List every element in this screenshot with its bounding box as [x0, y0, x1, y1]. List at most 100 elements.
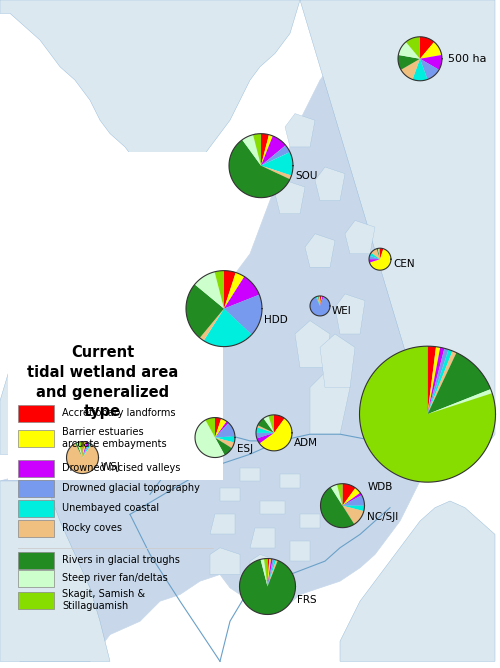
Polygon shape	[82, 443, 90, 458]
Polygon shape	[260, 558, 268, 587]
Polygon shape	[280, 474, 300, 488]
Polygon shape	[210, 514, 235, 534]
Polygon shape	[310, 297, 330, 316]
Text: Rivers in glacial troughs: Rivers in glacial troughs	[62, 555, 180, 565]
Polygon shape	[428, 349, 452, 414]
Polygon shape	[412, 59, 428, 81]
Polygon shape	[82, 442, 84, 458]
Polygon shape	[261, 152, 293, 176]
Polygon shape	[320, 296, 322, 306]
Polygon shape	[342, 495, 364, 506]
Polygon shape	[260, 501, 285, 514]
Polygon shape	[258, 418, 274, 433]
Polygon shape	[250, 528, 275, 548]
Polygon shape	[0, 481, 110, 661]
Polygon shape	[370, 253, 380, 259]
Polygon shape	[215, 423, 235, 438]
Polygon shape	[342, 484, 355, 506]
FancyBboxPatch shape	[18, 460, 54, 476]
Polygon shape	[215, 418, 221, 438]
Polygon shape	[240, 559, 296, 615]
Polygon shape	[406, 37, 420, 59]
Polygon shape	[369, 256, 380, 259]
Polygon shape	[295, 321, 330, 367]
Polygon shape	[342, 493, 362, 506]
Polygon shape	[342, 488, 360, 506]
Polygon shape	[376, 248, 380, 259]
Polygon shape	[82, 442, 86, 458]
Polygon shape	[215, 436, 235, 442]
Polygon shape	[78, 442, 82, 458]
Polygon shape	[224, 271, 235, 309]
Polygon shape	[268, 558, 272, 587]
Polygon shape	[261, 134, 269, 166]
Polygon shape	[378, 248, 380, 259]
Text: Current
tidal wetland area
and generalized
type: Current tidal wetland area and generaliz…	[27, 345, 178, 420]
FancyBboxPatch shape	[18, 552, 54, 568]
Polygon shape	[290, 541, 310, 561]
Polygon shape	[194, 272, 224, 309]
FancyBboxPatch shape	[18, 405, 54, 422]
Polygon shape	[268, 558, 271, 587]
Polygon shape	[250, 554, 280, 581]
FancyBboxPatch shape	[18, 591, 54, 609]
Polygon shape	[260, 418, 292, 451]
Polygon shape	[240, 468, 260, 481]
Text: 500 ha: 500 ha	[448, 54, 486, 63]
Polygon shape	[285, 114, 315, 147]
Text: Steep river fan/deltas: Steep river fan/deltas	[62, 573, 168, 583]
Polygon shape	[66, 444, 98, 474]
Polygon shape	[316, 297, 320, 306]
Polygon shape	[420, 55, 442, 69]
Polygon shape	[315, 167, 345, 200]
Polygon shape	[319, 296, 320, 306]
Text: FRS: FRS	[298, 595, 317, 605]
Polygon shape	[340, 501, 495, 661]
Polygon shape	[82, 444, 92, 458]
Polygon shape	[401, 59, 420, 79]
Polygon shape	[220, 488, 240, 501]
Text: WDB: WDB	[368, 482, 393, 492]
Polygon shape	[195, 420, 224, 458]
Polygon shape	[337, 484, 342, 506]
Polygon shape	[242, 135, 261, 166]
Polygon shape	[261, 145, 290, 166]
Polygon shape	[210, 548, 240, 574]
FancyBboxPatch shape	[18, 520, 54, 536]
Polygon shape	[310, 367, 350, 434]
Polygon shape	[330, 484, 342, 506]
Polygon shape	[264, 558, 268, 587]
FancyBboxPatch shape	[18, 500, 54, 516]
Text: WSJ: WSJ	[100, 462, 120, 472]
Polygon shape	[398, 42, 420, 59]
Polygon shape	[0, 0, 300, 200]
Polygon shape	[77, 442, 82, 458]
Polygon shape	[75, 443, 82, 458]
Polygon shape	[268, 560, 278, 587]
Polygon shape	[428, 389, 492, 414]
Polygon shape	[380, 248, 384, 259]
FancyBboxPatch shape	[18, 570, 54, 587]
Text: Skagit, Samish &
Stillaguamish: Skagit, Samish & Stillaguamish	[62, 589, 145, 611]
Polygon shape	[261, 166, 292, 179]
Polygon shape	[320, 487, 354, 528]
Polygon shape	[257, 433, 274, 444]
Polygon shape	[300, 0, 495, 481]
Polygon shape	[420, 37, 434, 59]
Polygon shape	[345, 220, 375, 254]
Polygon shape	[204, 309, 252, 347]
Polygon shape	[371, 248, 380, 259]
Text: Drowned incised valleys: Drowned incised valleys	[62, 463, 180, 473]
Polygon shape	[261, 135, 273, 166]
Text: CEN: CEN	[393, 259, 414, 269]
Polygon shape	[275, 180, 305, 214]
Text: Unembayed coastal: Unembayed coastal	[62, 503, 159, 513]
Polygon shape	[215, 438, 234, 448]
Polygon shape	[317, 296, 320, 306]
Polygon shape	[256, 433, 274, 438]
FancyBboxPatch shape	[18, 480, 54, 496]
Polygon shape	[398, 55, 420, 69]
Polygon shape	[82, 442, 88, 458]
Text: SOU: SOU	[295, 170, 318, 180]
Text: WEI: WEI	[332, 306, 352, 316]
